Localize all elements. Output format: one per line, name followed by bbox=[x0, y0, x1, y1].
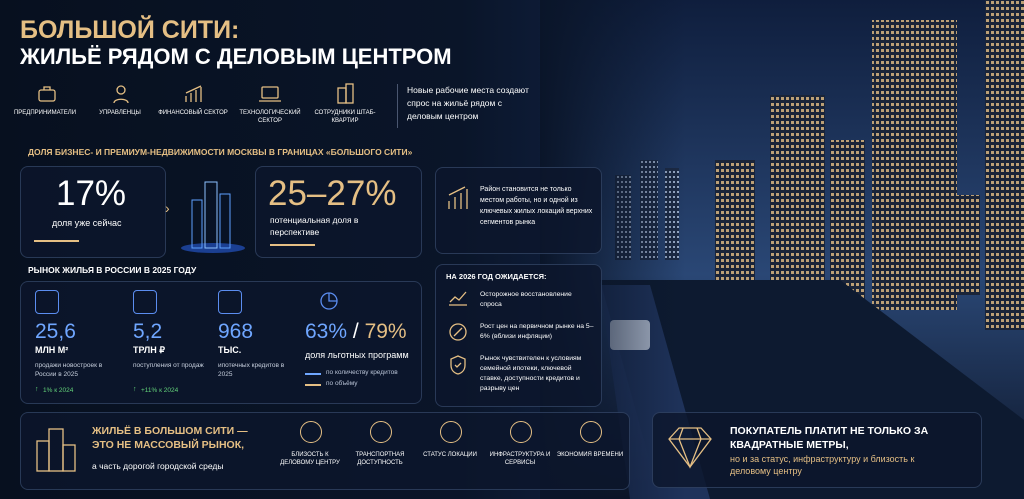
audience-label: УПРАВЛЕНЦЫ bbox=[99, 110, 141, 116]
icon-finance bbox=[185, 85, 202, 102]
icon-trend bbox=[449, 291, 467, 306]
stat-unit: ТРЛН ₽ bbox=[133, 345, 165, 355]
current-share-card bbox=[20, 166, 166, 258]
change-arrow: ↑ bbox=[35, 386, 39, 393]
audience-label: СОТРУДНИКИ ШТАБ-КВАРТИР bbox=[314, 110, 376, 124]
preferential-label: доля льготных программ bbox=[305, 350, 409, 360]
buyer-headline: ПОКУПАТЕЛЬ ПЛАТИТ НЕ ТОЛЬКО ЗА КВАДРАТНЫ… bbox=[730, 425, 929, 451]
legend-label: по количеству кредитов bbox=[326, 369, 398, 376]
value-volume: 79% bbox=[364, 320, 407, 343]
outlook-item: Осторожное восстановление спроса bbox=[480, 291, 572, 308]
buyer-subline: но и за статус, инфраструктуру и близост… bbox=[730, 454, 915, 476]
icon-diamond bbox=[668, 427, 712, 469]
bottom-subline: а часть дорогой городской среды bbox=[92, 461, 224, 471]
divider bbox=[397, 84, 398, 128]
stat-change: 1% к 2024 bbox=[43, 387, 74, 394]
feature-icon bbox=[580, 421, 602, 443]
stat-label: ипотечных кредитов в 2025 bbox=[218, 362, 285, 378]
separator: / bbox=[352, 320, 359, 343]
market-heading: РЫНОК ЖИЛЬЯ В РОССИИ В 2025 ГОДУ bbox=[28, 265, 197, 275]
icon-briefcase bbox=[38, 86, 56, 102]
buyer-card bbox=[652, 412, 982, 488]
potential-share-value: 25–27% bbox=[268, 174, 397, 213]
stat-icon bbox=[35, 290, 59, 314]
stat-icon bbox=[133, 290, 157, 314]
icon-chart bbox=[448, 186, 468, 209]
audience-label: ПРЕДПРИНИМАТЕЛИ bbox=[13, 110, 77, 116]
feature-icon bbox=[440, 421, 462, 443]
stat-label: продажи новостроек в России в 2025 bbox=[35, 362, 103, 378]
outlook-card bbox=[435, 264, 602, 407]
accent-bar bbox=[270, 244, 315, 246]
audience-label: ТЕХНОЛОГИЧЕСКИЙ СЕКТОР bbox=[239, 110, 301, 124]
bottom-headline: ЖИЛЬЁ В БОЛЬШОМ СИТИ — ЭТО НЕ МАССОВЫЙ Р… bbox=[92, 425, 248, 451]
feature-icon bbox=[510, 421, 532, 443]
stat-unit: ТЫС. bbox=[218, 345, 242, 355]
current-share-label: доля уже сейчас bbox=[52, 218, 122, 228]
legend-swatch bbox=[305, 373, 321, 375]
feature-label: БЛИЗОСТЬ К ДЕЛОВОМУ ЦЕНТРУ bbox=[280, 452, 340, 466]
feature-label: ИНФРАСТРУКТУРА И СЕРВИСЫ bbox=[489, 452, 551, 466]
audience-label: ФИНАНСОВЫЙ СЕКТОР bbox=[158, 110, 228, 116]
feature-icon bbox=[300, 421, 322, 443]
outlook-heading: НА 2026 ГОД ОЖИДАЕТСЯ: bbox=[446, 272, 547, 281]
legend-label: по объёму bbox=[326, 380, 358, 387]
preferential-values: 63% / 79% bbox=[305, 320, 407, 344]
outlook-item: Рост цен на первичном рынке на 5–6% (вбл… bbox=[480, 323, 594, 340]
icon-shield bbox=[450, 355, 466, 375]
title-line1: БОЛЬШОЙ СИТИ: bbox=[20, 16, 240, 44]
icon-pie bbox=[320, 292, 338, 310]
stat-value: 968 bbox=[218, 320, 254, 343]
stat-icon bbox=[218, 290, 242, 314]
icon-laptop bbox=[259, 86, 281, 102]
feature-icon bbox=[370, 421, 392, 443]
feature-label: ЭКОНОМИЯ ВРЕМЕНИ bbox=[556, 452, 624, 458]
change-arrow: ↑ bbox=[133, 386, 137, 393]
accent-bar bbox=[34, 240, 79, 242]
feature-label: СТАТУС ЛОКАЦИИ bbox=[423, 452, 477, 458]
stat-value: 25,6 bbox=[35, 320, 76, 343]
potential-share-label: потенциальная доля в перспективе bbox=[270, 215, 359, 237]
share-heading: ДОЛЯ БИЗНЕС- И ПРЕМИУМ-НЕДВИЖИМОСТИ МОСК… bbox=[28, 147, 413, 157]
title-line2: ЖИЛЬЁ РЯДОМ С ДЕЛОВЫМ ЦЕНТРОМ bbox=[20, 44, 452, 69]
audience-note: Новые рабочие места создают спрос на жил… bbox=[407, 85, 529, 121]
legend-swatch bbox=[305, 384, 321, 386]
note-text: Район становится не только местом работы… bbox=[480, 186, 593, 226]
glow-towers bbox=[181, 181, 245, 253]
icon-city bbox=[36, 428, 76, 472]
value-count: 63% bbox=[305, 320, 348, 343]
icon-percent bbox=[449, 323, 467, 341]
outlook-item: Рынок чувствителен к условиям семейной и… bbox=[480, 355, 582, 392]
icon-hq bbox=[337, 83, 354, 104]
stat-change: +11% к 2024 bbox=[141, 387, 179, 394]
market-panel bbox=[20, 281, 422, 404]
potential-share-card bbox=[255, 166, 422, 258]
stat-unit: МЛН М² bbox=[35, 345, 69, 355]
arrow: › bbox=[165, 200, 170, 216]
icon-manager bbox=[113, 85, 129, 104]
feature-label: ТРАНСПОРТНАЯ ДОСТУПНОСТЬ bbox=[355, 452, 405, 466]
current-share-value: 17% bbox=[56, 174, 127, 213]
stat-label: поступления от продаж bbox=[133, 362, 204, 369]
stat-value: 5,2 bbox=[133, 320, 163, 343]
note-card bbox=[435, 167, 602, 254]
